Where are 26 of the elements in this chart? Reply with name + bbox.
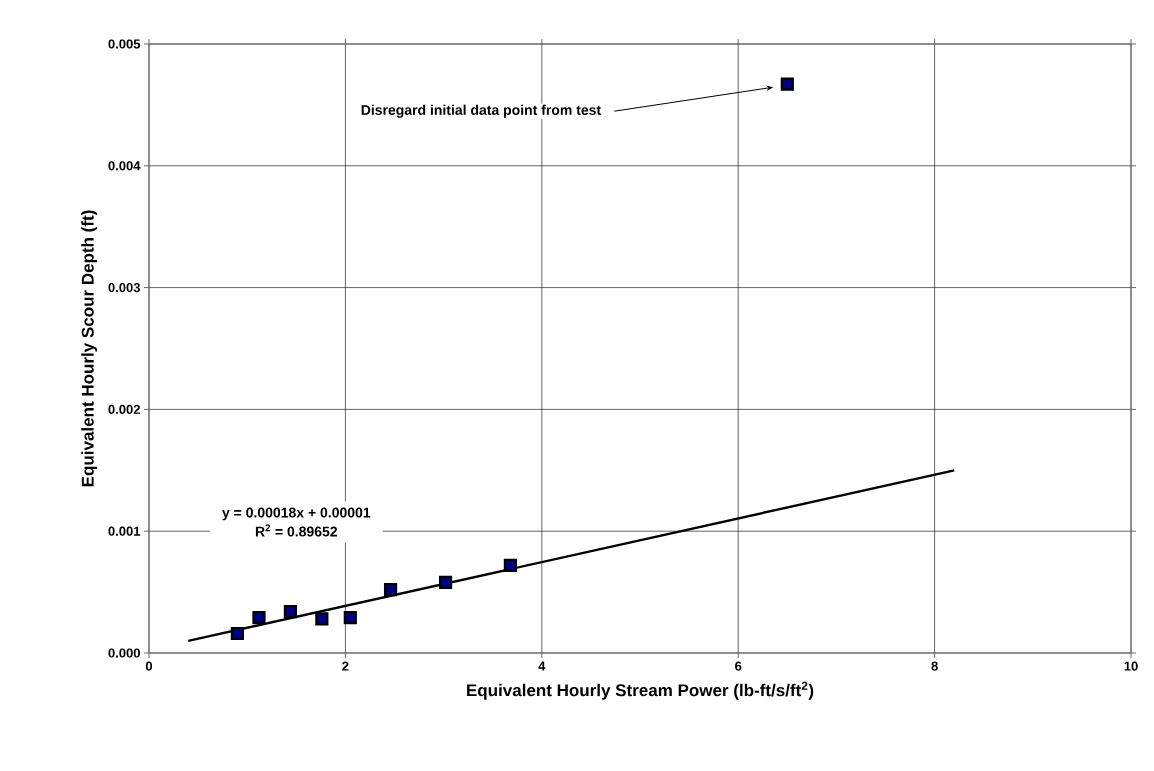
point xyxy=(780,77,794,91)
point xyxy=(438,575,453,589)
point xyxy=(230,626,244,641)
x-tick-label: 0 xyxy=(145,661,153,671)
point xyxy=(343,611,357,625)
point xyxy=(252,611,266,625)
x-axis-title: Equivalent Hourly Stream Power (lb-ft/s/ft$^{2}$) xyxy=(467,681,814,700)
x-tick-label: 8 xyxy=(931,661,938,671)
y-tick-label: 0.004 xyxy=(108,161,141,171)
point xyxy=(503,558,517,572)
annotation: Disregard initial data point from test xyxy=(361,104,601,118)
annotation: R$^{2}$ = 0.89652 xyxy=(255,524,338,537)
point xyxy=(383,583,398,597)
point xyxy=(315,612,329,626)
annotation: y = 0.00018x + 0.00001 xyxy=(222,507,371,521)
x-tick-label: 4 xyxy=(538,661,546,671)
x-tick-label: 6 xyxy=(735,661,742,671)
y-tick-label: 0.000 xyxy=(108,648,140,658)
x-tick-label: 2 xyxy=(342,661,349,671)
point xyxy=(283,604,298,619)
y-tick-label: 0.001 xyxy=(108,526,141,536)
y-axis-title: Equivalent Hourly Scour Depth (ft) xyxy=(81,210,98,487)
y-tick-label: 0.003 xyxy=(108,282,141,293)
x-tick-label: 10 xyxy=(1124,661,1138,671)
y-tick-label: 0.002 xyxy=(108,404,140,414)
y-tick-label: 0.005 xyxy=(108,39,141,49)
